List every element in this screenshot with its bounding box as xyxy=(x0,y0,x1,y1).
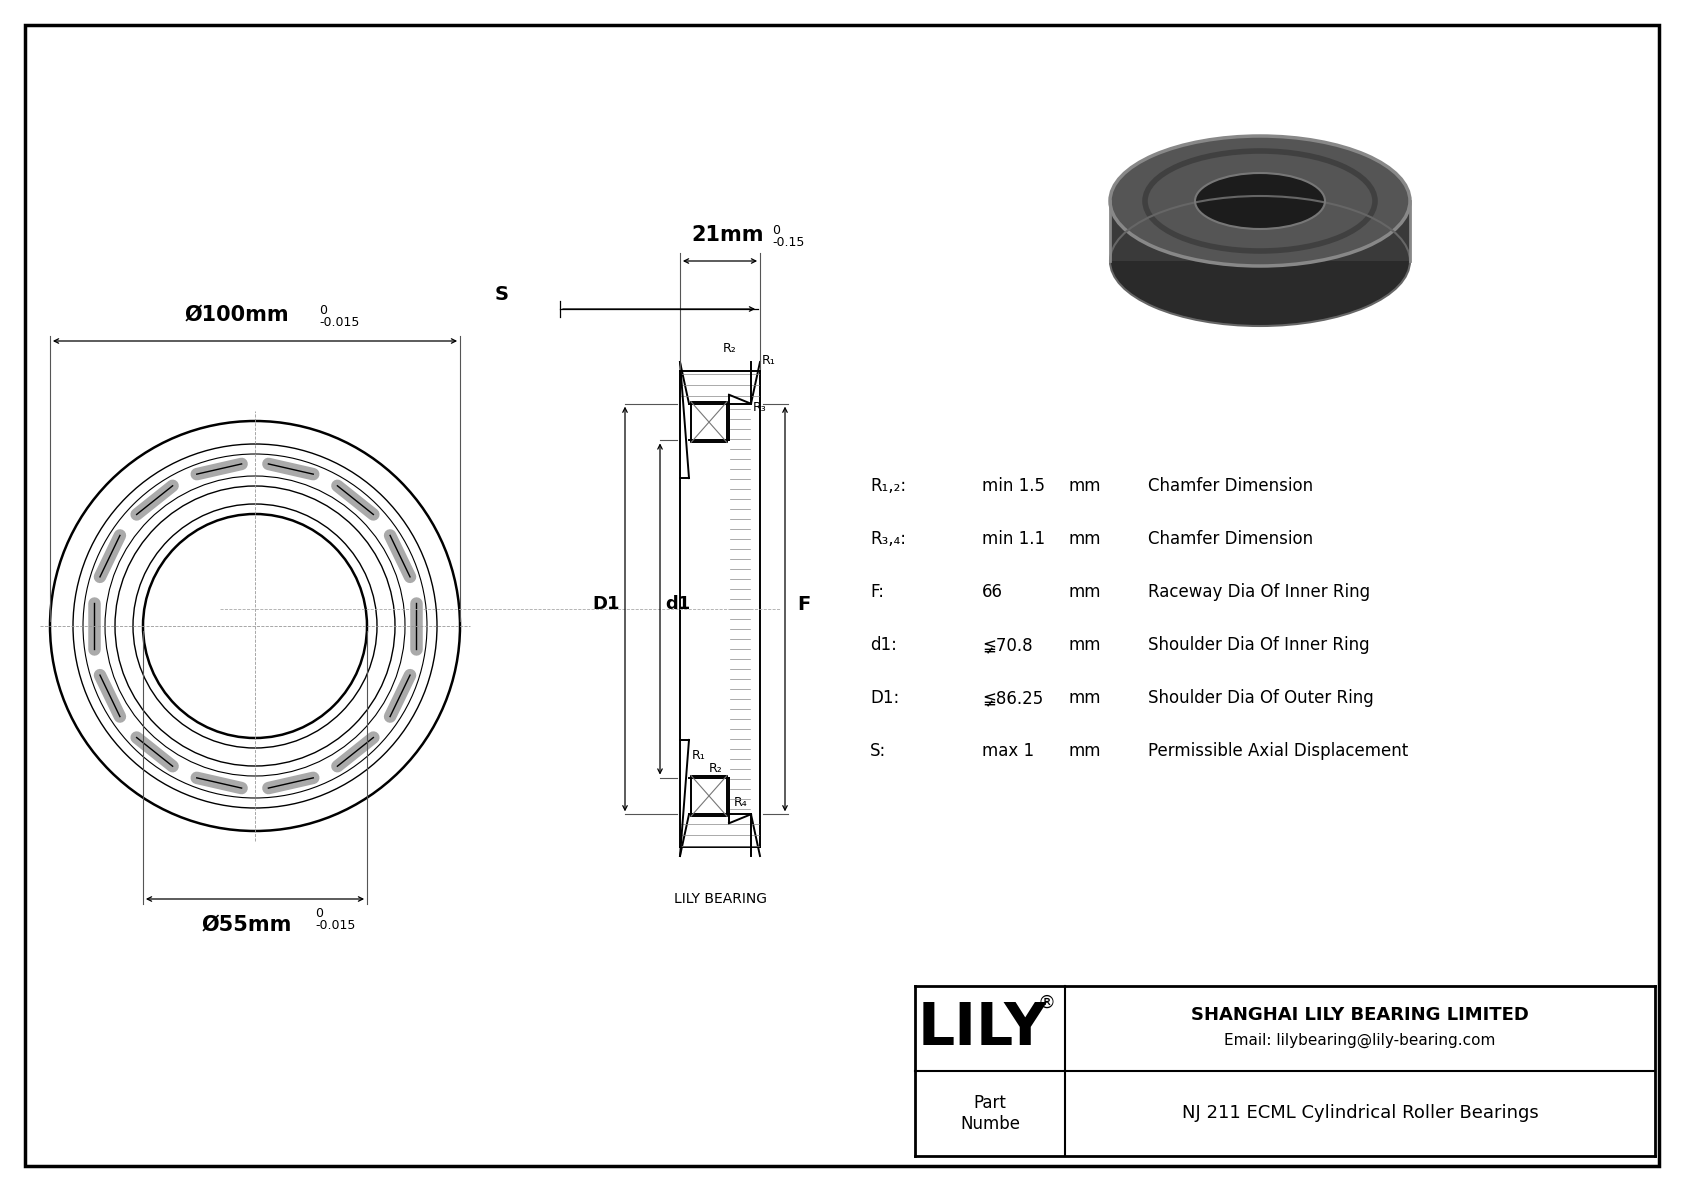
Text: R₂: R₂ xyxy=(709,761,722,774)
Text: D1: D1 xyxy=(593,596,620,613)
Text: S:: S: xyxy=(871,742,886,760)
Text: min 1.1: min 1.1 xyxy=(982,530,1046,548)
Ellipse shape xyxy=(1110,197,1410,326)
Text: Chamfer Dimension: Chamfer Dimension xyxy=(1148,478,1314,495)
Text: R₁,₂:: R₁,₂: xyxy=(871,478,906,495)
Text: 21mm: 21mm xyxy=(692,225,765,245)
Text: -0.015: -0.015 xyxy=(315,919,355,933)
Text: R₃,₄:: R₃,₄: xyxy=(871,530,906,548)
Text: mm: mm xyxy=(1068,690,1101,707)
Text: -0.015: -0.015 xyxy=(318,316,359,329)
Text: Shoulder Dia Of Outer Ring: Shoulder Dia Of Outer Ring xyxy=(1148,690,1374,707)
Text: 0: 0 xyxy=(318,304,327,317)
Ellipse shape xyxy=(1110,136,1410,266)
Text: mm: mm xyxy=(1068,530,1101,548)
Ellipse shape xyxy=(1196,173,1325,229)
Text: Shoulder Dia Of Inner Ring: Shoulder Dia Of Inner Ring xyxy=(1148,636,1369,654)
Text: R₁: R₁ xyxy=(761,354,776,367)
Text: Ø100mm: Ø100mm xyxy=(185,305,290,325)
Text: mm: mm xyxy=(1068,584,1101,601)
Text: ®: ® xyxy=(1037,993,1056,1011)
Text: Email: lilybearing@lily-bearing.com: Email: lilybearing@lily-bearing.com xyxy=(1224,1033,1495,1048)
Text: R₂: R₂ xyxy=(722,342,738,355)
Text: R₃: R₃ xyxy=(753,400,766,413)
Text: F:: F: xyxy=(871,584,884,601)
Text: SHANGHAI LILY BEARING LIMITED: SHANGHAI LILY BEARING LIMITED xyxy=(1191,1005,1529,1023)
Text: d1: d1 xyxy=(665,596,690,613)
Text: ≨86.25: ≨86.25 xyxy=(982,690,1044,707)
Text: min 1.5: min 1.5 xyxy=(982,478,1046,495)
Bar xyxy=(1110,201,1410,261)
Text: d1:: d1: xyxy=(871,636,898,654)
Text: ≨70.8: ≨70.8 xyxy=(982,636,1032,654)
Bar xyxy=(1196,201,1325,261)
Text: Part
Numbe: Part Numbe xyxy=(960,1095,1021,1133)
Text: 66: 66 xyxy=(982,584,1004,601)
Text: Ø55mm: Ø55mm xyxy=(202,915,293,935)
Text: S: S xyxy=(495,285,509,304)
Text: mm: mm xyxy=(1068,742,1101,760)
Text: 0: 0 xyxy=(315,908,323,919)
Text: mm: mm xyxy=(1068,478,1101,495)
Text: Raceway Dia Of Inner Ring: Raceway Dia Of Inner Ring xyxy=(1148,584,1371,601)
Text: LILY BEARING: LILY BEARING xyxy=(674,892,766,906)
Text: R₄: R₄ xyxy=(734,797,748,809)
Text: Permissible Axial Displacement: Permissible Axial Displacement xyxy=(1148,742,1408,760)
Text: NJ 211 ECML Cylindrical Roller Bearings: NJ 211 ECML Cylindrical Roller Bearings xyxy=(1182,1104,1539,1122)
Text: 0: 0 xyxy=(771,224,780,237)
Text: R₁: R₁ xyxy=(692,748,706,761)
Text: F: F xyxy=(797,594,810,613)
Text: Chamfer Dimension: Chamfer Dimension xyxy=(1148,530,1314,548)
Text: D1:: D1: xyxy=(871,690,899,707)
Text: -0.15: -0.15 xyxy=(771,236,805,249)
Text: mm: mm xyxy=(1068,636,1101,654)
Text: LILY: LILY xyxy=(918,1000,1047,1056)
Text: max 1: max 1 xyxy=(982,742,1034,760)
